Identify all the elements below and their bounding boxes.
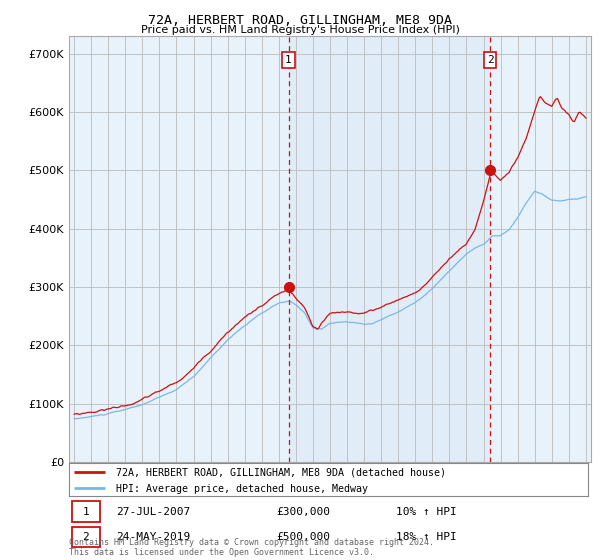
Text: £500,000: £500,000 — [277, 532, 331, 542]
Text: Price paid vs. HM Land Registry's House Price Index (HPI): Price paid vs. HM Land Registry's House … — [140, 25, 460, 35]
Text: HPI: Average price, detached house, Medway: HPI: Average price, detached house, Medw… — [116, 484, 368, 494]
Text: 1: 1 — [82, 507, 89, 516]
Text: 18% ↑ HPI: 18% ↑ HPI — [396, 532, 457, 542]
Bar — [289, 36, 490, 462]
FancyBboxPatch shape — [71, 501, 100, 522]
Text: 72A, HERBERT ROAD, GILLINGHAM, ME8 9DA: 72A, HERBERT ROAD, GILLINGHAM, ME8 9DA — [148, 14, 452, 27]
Text: 2: 2 — [487, 55, 494, 65]
Text: 72A, HERBERT ROAD, GILLINGHAM, ME8 9DA (detached house): 72A, HERBERT ROAD, GILLINGHAM, ME8 9DA (… — [116, 468, 446, 478]
Text: 24-MAY-2019: 24-MAY-2019 — [116, 532, 190, 542]
Text: 2: 2 — [82, 532, 89, 542]
Text: 10% ↑ HPI: 10% ↑ HPI — [396, 507, 457, 516]
FancyBboxPatch shape — [71, 526, 100, 547]
Text: £300,000: £300,000 — [277, 507, 331, 516]
Text: Contains HM Land Registry data © Crown copyright and database right 2024.
This d: Contains HM Land Registry data © Crown c… — [69, 538, 434, 557]
Text: 27-JUL-2007: 27-JUL-2007 — [116, 507, 190, 516]
Text: 1: 1 — [285, 55, 292, 65]
